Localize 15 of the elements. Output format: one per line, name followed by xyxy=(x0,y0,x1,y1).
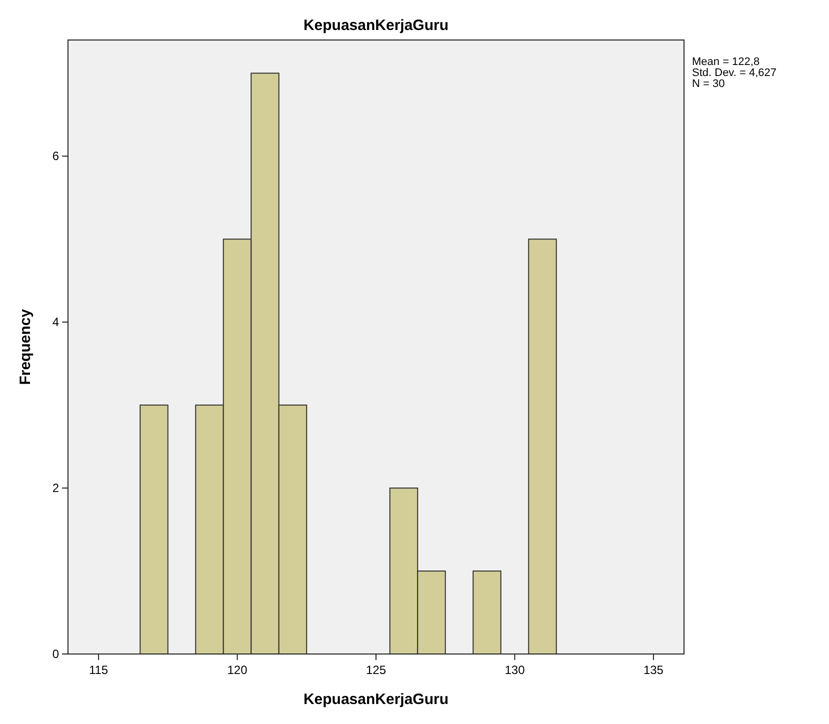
text: N = 30 xyxy=(692,78,725,90)
y-tick-label: 6 xyxy=(52,149,60,164)
x-tick-label: 135 xyxy=(643,663,664,677)
chart-title: KepuasanKerjaGuru xyxy=(303,17,449,34)
x-tick-label: 115 xyxy=(88,663,108,677)
y-axis-title: Frequency xyxy=(17,308,34,385)
text: Mean = 122,8 xyxy=(692,56,760,68)
x-axis-title: KepuasanKerjaGuru xyxy=(303,691,449,708)
y-tick-label: 2 xyxy=(52,481,60,496)
text: Std. Dev. = 4,627 xyxy=(692,67,776,79)
y-tick-label: 4 xyxy=(52,315,60,330)
y-tick-label: 0 xyxy=(52,647,60,661)
x-tick-label: 125 xyxy=(366,663,386,677)
x-tick-label: 120 xyxy=(227,663,248,677)
x-tick-label: 130 xyxy=(504,663,526,677)
